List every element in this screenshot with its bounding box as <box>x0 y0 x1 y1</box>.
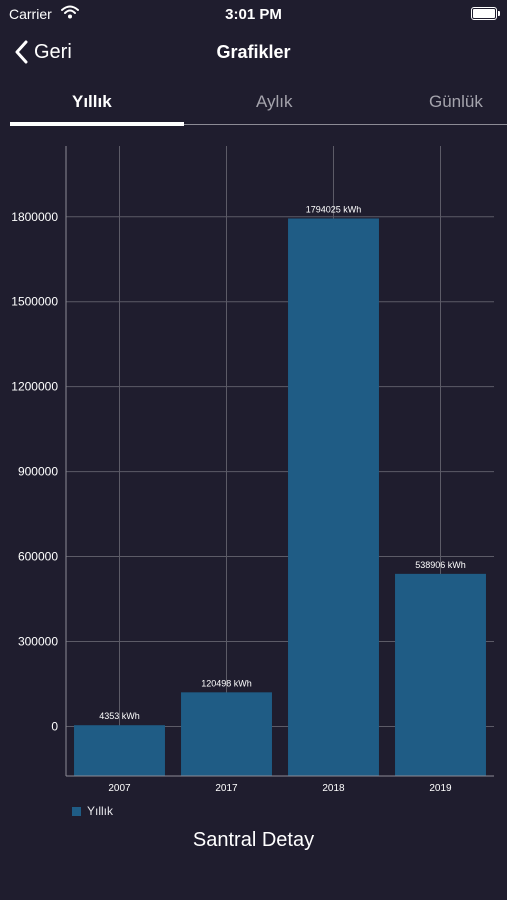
x-tick-label: 2017 <box>215 783 238 794</box>
y-tick-label: 0 <box>51 719 58 733</box>
tab-bar: Yıllık Aylık Günlük <box>0 84 507 128</box>
bar-2018 <box>288 218 379 776</box>
legend-swatch <box>72 806 81 816</box>
y-tick-label: 600000 <box>18 550 58 564</box>
back-button[interactable]: Geri <box>14 38 72 66</box>
carrier-label: Carrier <box>9 6 52 22</box>
footer-title: Santral Detay <box>192 829 315 851</box>
data-label: 4353 kWh <box>99 711 140 721</box>
nav-bar: Geri Grafikler <box>0 30 507 74</box>
y-tick-label: 1500000 <box>11 295 58 309</box>
battery-icon <box>471 7 500 20</box>
y-tick-label: 900000 <box>18 465 58 479</box>
back-label: Geri <box>34 40 72 63</box>
status-bar: Carrier 3:01 PM <box>0 0 507 28</box>
tab-daily[interactable]: Günlük <box>429 92 483 111</box>
y-tick-label: 300000 <box>18 635 58 649</box>
data-label: 1794025 kWh <box>306 204 362 214</box>
clock: 3:01 PM <box>225 6 282 23</box>
y-tick-label: 1200000 <box>11 380 58 394</box>
x-tick-label: 2018 <box>322 783 345 794</box>
x-tick-label: 2019 <box>429 783 452 794</box>
x-tick-label: 2007 <box>108 783 131 794</box>
data-label: 120498 kWh <box>201 678 252 688</box>
legend-label: Yıllık <box>87 804 114 818</box>
data-label: 538906 kWh <box>415 560 466 570</box>
y-tick-label: 1800000 <box>11 210 58 224</box>
bar-2019 <box>395 573 486 776</box>
bar-2017 <box>181 692 272 776</box>
legend: Yıllık <box>72 804 113 818</box>
tab-indicator <box>10 122 184 126</box>
tab-divider <box>10 124 507 125</box>
tab-monthly[interactable]: Aylık <box>256 92 293 111</box>
tab-yearly[interactable]: Yıllık <box>72 92 112 111</box>
page-title: Grafikler <box>216 42 291 62</box>
chevron-left-icon <box>15 40 28 64</box>
bar-2007 <box>74 725 165 776</box>
bar-chart: 0 300000 600000 900000 1200000 1500000 1800000… <box>11 146 494 794</box>
wifi-icon <box>61 5 79 24</box>
